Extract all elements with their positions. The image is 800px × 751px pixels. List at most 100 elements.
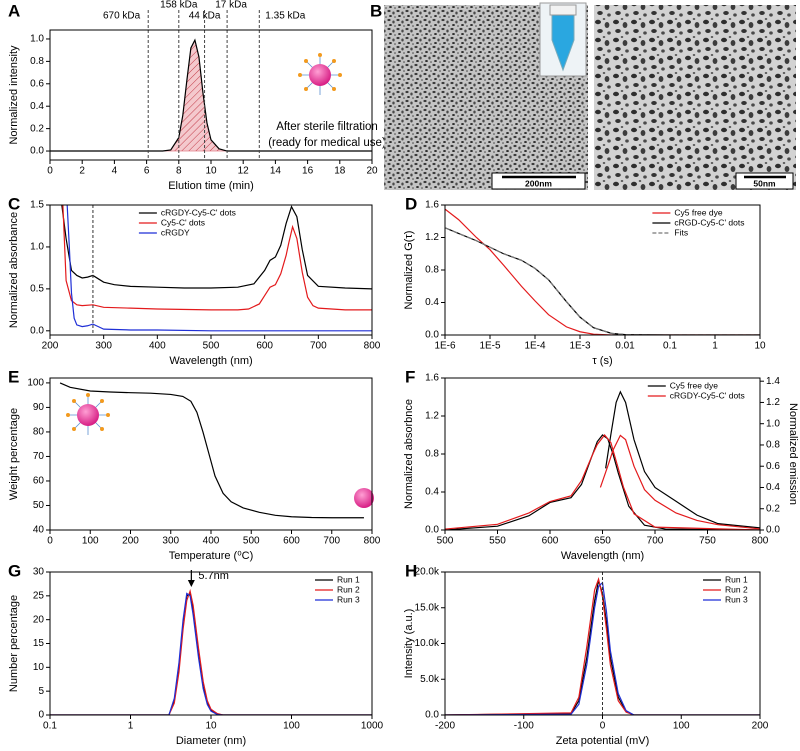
series-line (445, 434, 760, 530)
series-line (50, 592, 372, 715)
panel-letter: G (8, 561, 21, 580)
series-line (445, 227, 760, 335)
y-tick-label: 25 (33, 590, 45, 601)
y2-tick-label: 0.4 (766, 482, 780, 493)
marker-label: 44 kDa (189, 11, 221, 22)
x-tick-label: 600 (542, 536, 559, 547)
y-tick-label: 0.8 (30, 56, 44, 67)
x-tick-label: 0.1 (663, 341, 677, 352)
y-tick-label: 100 (27, 378, 44, 389)
panel-letter: F (405, 367, 415, 386)
x-tick-label: 1E-3 (569, 341, 591, 352)
x-tick-label: 800 (364, 341, 381, 352)
core-particle-icon (354, 488, 374, 508)
x-tick-label: 0.1 (43, 721, 57, 732)
y-tick-label: 0.0 (30, 146, 44, 157)
series-line (50, 592, 372, 715)
x-axis-label: τ (s) (592, 355, 612, 367)
x-axis-label: Wavelength (nm) (561, 550, 644, 562)
y-tick-label: 30 (33, 567, 45, 578)
x-tick-label: 700 (310, 341, 327, 352)
legend-label: Cy5 free dye (670, 380, 718, 390)
panel-letter: B (370, 1, 382, 20)
x-tick-label: 8 (176, 166, 182, 177)
series-line (61, 205, 372, 290)
x-tick-label: 800 (364, 536, 381, 547)
legend-label: Run 3 (725, 594, 748, 604)
x-tick-label: 400 (203, 536, 220, 547)
x-tick-label: 1 (128, 721, 134, 732)
x-tick-label: 400 (149, 341, 166, 352)
x-axis-label: Elution time (min) (168, 180, 254, 192)
x-tick-label: 0 (600, 721, 606, 732)
x-tick-label: 700 (323, 536, 340, 547)
panel-letter: H (405, 561, 417, 580)
x-tick-label: 1000 (361, 721, 384, 732)
y-axis-label: Number percentage (8, 595, 20, 692)
tem-image (594, 5, 796, 190)
y2-tick-label: 0.0 (766, 525, 780, 536)
y2-axis-label: Normalized emission (787, 403, 799, 505)
emission-line (599, 434, 760, 530)
x-tick-label: 100 (673, 721, 690, 732)
series-line (50, 588, 372, 715)
x-tick-label: 0 (47, 536, 53, 547)
marker-label: 1.35 kDa (265, 11, 305, 22)
legend-label: Run 3 (337, 594, 360, 604)
y-tick-label: 1.2 (425, 411, 439, 422)
y-tick-label: 60 (33, 476, 45, 487)
y2-tick-label: 1.2 (766, 397, 780, 408)
y-tick-label: 1.0 (30, 34, 44, 45)
annotation: (ready for medical use) (268, 137, 386, 149)
plot-frame (444, 377, 761, 531)
plot-frame (49, 571, 373, 716)
x-tick-label: 600 (283, 536, 300, 547)
plot-frame (49, 29, 373, 161)
y-tick-label: 0.4 (425, 297, 439, 308)
y-axis-label: Normalized absorbance (8, 212, 20, 328)
y-axis-label: Weight percentage (8, 408, 20, 500)
x-tick-label: 200 (122, 536, 139, 547)
x-tick-label: -200 (435, 721, 455, 732)
plot-frame (444, 204, 761, 336)
y-tick-label: 0.0 (425, 330, 439, 341)
legend-label: Run 2 (725, 584, 748, 594)
legend-label: cRGDY-Cy5-C' dots (161, 207, 236, 217)
legend-label: Cy5 free dye (674, 207, 722, 217)
x-tick-label: 550 (489, 536, 506, 547)
x-tick-label: 300 (162, 536, 179, 547)
y-tick-label: 20 (33, 614, 45, 625)
scale-bar-label: 50nm (753, 178, 776, 188)
peak-label: 5.7nm (198, 570, 229, 582)
legend-label: cRGDY-Cy5-C' dots (670, 390, 745, 400)
series-line (445, 227, 760, 335)
series-line (59, 382, 364, 519)
marker-label: 17 kDa (215, 0, 247, 11)
x-tick-label: 10 (205, 166, 217, 177)
y2-tick-label: 0.2 (766, 503, 780, 514)
x-tick-label: 200 (42, 341, 59, 352)
y-tick-label: 0 (38, 710, 44, 721)
x-tick-label: 100 (283, 721, 300, 732)
y-tick-label: 1.2 (425, 232, 439, 243)
panel-letter: D (405, 194, 417, 213)
x-tick-label: 6 (144, 166, 150, 177)
x-tick-label: 12 (238, 166, 250, 177)
x-tick-label: 18 (334, 166, 346, 177)
y-tick-label: 40 (33, 525, 45, 536)
legend-label: Run 1 (725, 574, 748, 584)
series-line (62, 205, 372, 311)
y-tick-label: 0.0 (425, 710, 439, 721)
y-axis-label: Normalized intensity (8, 45, 20, 145)
legend-label: Run 2 (337, 584, 360, 594)
marker-label: 670 kDa (103, 11, 141, 22)
y-tick-label: 1.0 (30, 242, 44, 253)
y-tick-label: 0.5 (30, 284, 44, 295)
y-tick-label: 0.4 (30, 101, 44, 112)
legend-label: Cy5-C' dots (161, 217, 205, 227)
plot-area (59, 382, 364, 519)
y-axis-label: Normalized absorbnce (403, 399, 415, 509)
y-axis-label: Intensity (a.u.) (403, 609, 415, 679)
y2-tick-label: 1.0 (766, 418, 780, 429)
plot-area (50, 588, 372, 715)
